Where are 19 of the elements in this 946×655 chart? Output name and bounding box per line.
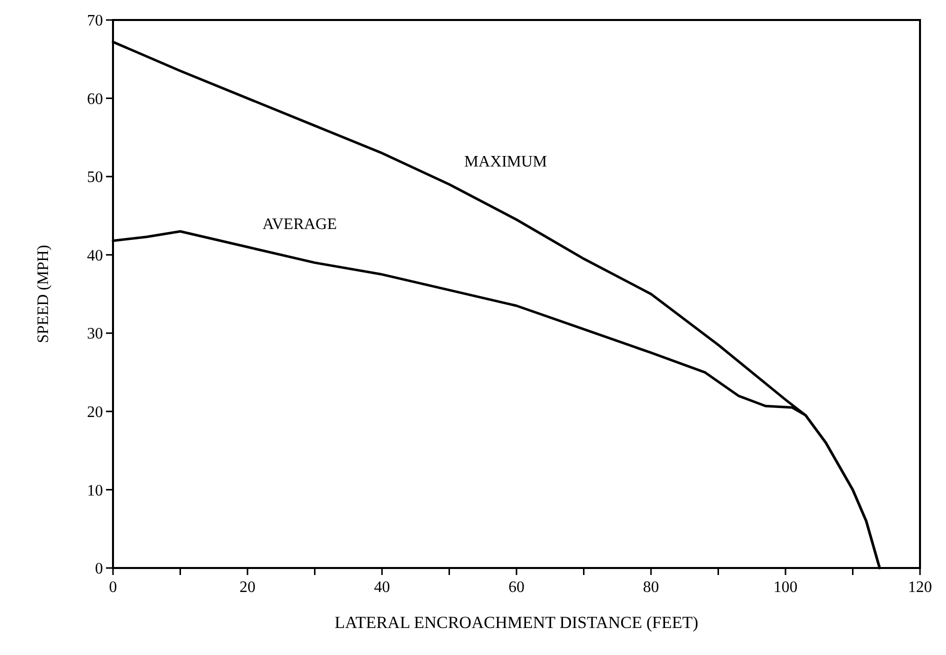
- x-tick-label: 120: [908, 579, 932, 596]
- x-axis-title: LATERAL ENCROACHMENT DISTANCE (FEET): [334, 613, 698, 632]
- series-label: AVERAGE: [262, 216, 337, 234]
- y-tick-label: 50: [87, 169, 103, 186]
- y-tick-label: 40: [87, 247, 103, 264]
- y-tick-label: 20: [87, 404, 103, 422]
- y-tick-label: 60: [87, 90, 103, 108]
- x-tick-label: 60: [508, 579, 524, 596]
- x-tick-label: 100: [774, 579, 798, 596]
- y-tick-label: 30: [87, 326, 103, 343]
- y-tick-label: 0: [95, 560, 103, 578]
- y-tick-label: 10: [87, 482, 103, 500]
- x-tick-label: 40: [374, 579, 390, 596]
- series-label: MAXIMUM: [464, 153, 547, 170]
- x-tick-label: 0: [109, 579, 117, 596]
- x-tick-label: 80: [643, 579, 659, 596]
- y-axis-title: SPEED (MPH): [35, 244, 52, 344]
- x-tick-label: 20: [240, 579, 256, 596]
- y-tick-label: 70: [87, 12, 103, 30]
